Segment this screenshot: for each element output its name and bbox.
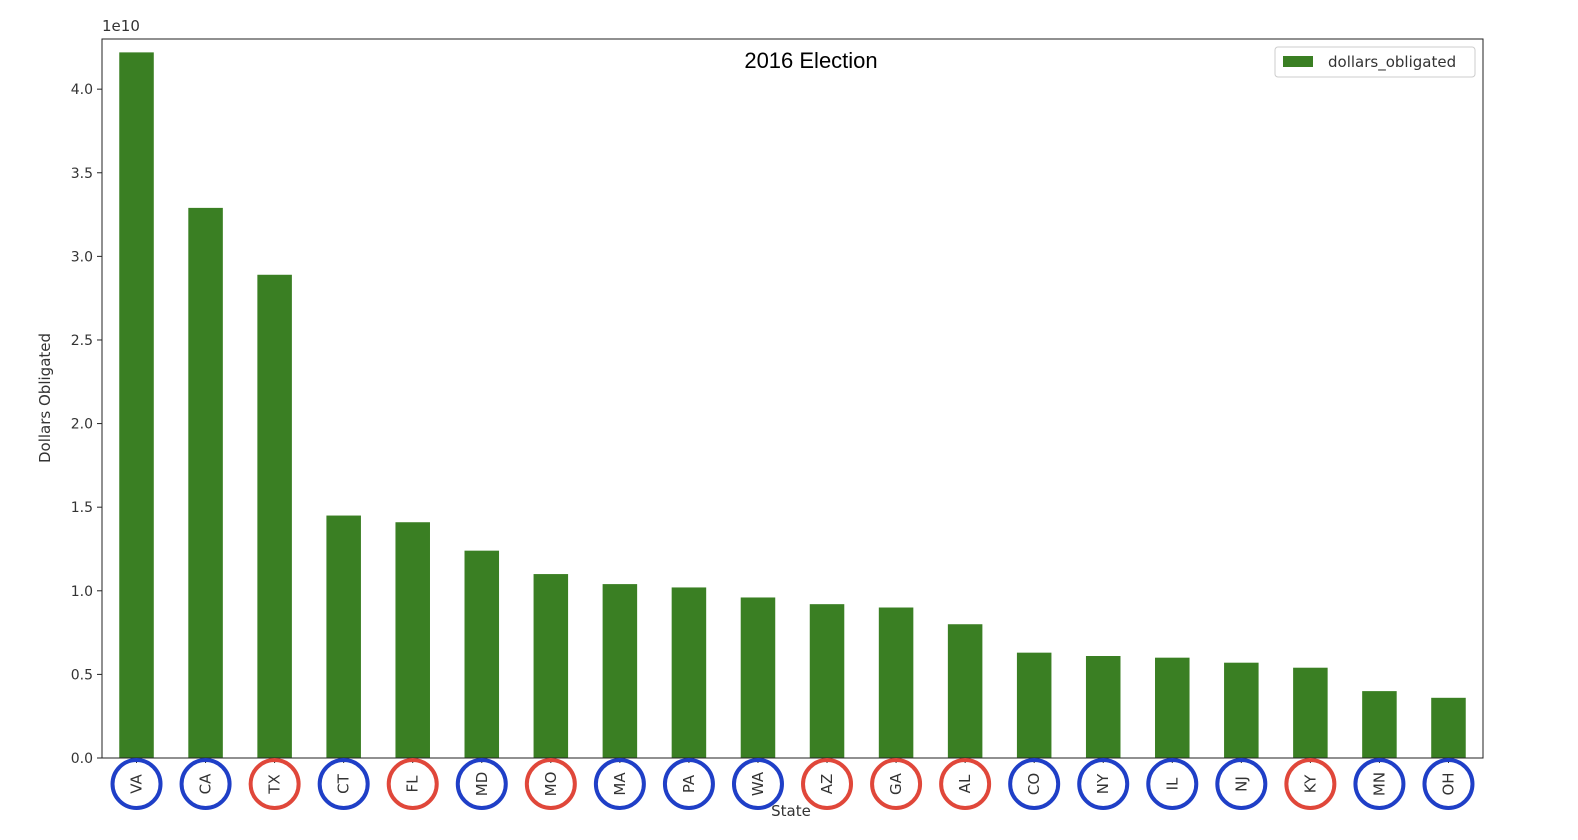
state-circle-ga [870, 758, 923, 810]
bar-fl [395, 522, 430, 758]
state-circle-fl [386, 758, 439, 810]
state-circle-al [939, 758, 992, 810]
x-tick-label-oh: OH [1439, 772, 1457, 795]
legend: dollars_obligated [1274, 46, 1476, 78]
x-tick-label-ma: MA [611, 772, 629, 796]
x-tick-label-co: CO [1025, 773, 1043, 795]
bar-ga [878, 607, 914, 758]
state-circle-ma [593, 758, 646, 810]
x-tick-label-md: MD [473, 772, 491, 797]
x-tick-label-nj: NJ [1232, 776, 1250, 792]
y-tick-label: 4.0 [71, 82, 93, 98]
x-tick-label-ct: CT [335, 773, 353, 793]
x-tick-label-al: AL [956, 774, 974, 793]
x-axis: VA CA TX CT FL MD MO MA PA WA AZ GA AL CO NY IL NJ KY MN OH [110, 758, 1475, 810]
state-circle-ny [1077, 758, 1130, 810]
plot-area-frame [101, 38, 1484, 759]
bar-mn [1362, 691, 1397, 758]
state-circle-ct [317, 758, 370, 810]
bar-mo [533, 574, 569, 758]
x-tick-label-ny: NY [1094, 773, 1112, 794]
y-tick-label: 0.0 [71, 751, 93, 767]
x-tick-label-fl: FL [404, 775, 422, 793]
y-tick-label: 3.0 [71, 249, 93, 265]
state-circle-az [801, 758, 854, 810]
bar-md [464, 550, 500, 758]
x-tick-label-ga: GA [887, 772, 905, 795]
y-tick-label: 2.5 [71, 333, 93, 349]
y-tick-label: 1.0 [71, 584, 93, 600]
state-circle-ky [1284, 758, 1337, 810]
state-circle-ca [179, 758, 232, 810]
bar-ky [1293, 667, 1328, 758]
x-axis-label: State [771, 802, 811, 820]
bar-ca [188, 207, 223, 758]
bar-wa [740, 597, 776, 758]
bar-ma [602, 584, 638, 758]
state-circle-il [1146, 758, 1199, 810]
state-circle-md [455, 758, 508, 810]
bar-il [1155, 657, 1190, 758]
x-tick-label-il: IL [1163, 777, 1181, 790]
state-circle-nj [1215, 758, 1268, 810]
legend-swatch [1283, 56, 1313, 67]
x-tick-label-ky: KY [1301, 774, 1319, 793]
x-tick-label-ca: CA [197, 773, 215, 794]
bar-co [1016, 652, 1052, 758]
bar-oh [1431, 697, 1466, 758]
x-tick-label-va: VA [128, 773, 146, 793]
state-circle-mn [1353, 758, 1406, 810]
state-circle-co [1008, 758, 1061, 810]
state-circle-pa [662, 758, 715, 810]
bar-az [809, 604, 845, 758]
bar-nj [1224, 662, 1259, 758]
y-tick-label: 2.0 [71, 417, 93, 433]
state-circle-oh [1422, 758, 1475, 810]
state-circle-mo [524, 758, 577, 810]
bar-pa [671, 587, 707, 758]
bars-layer [119, 52, 1466, 758]
bar-tx [257, 274, 292, 758]
x-tick-label-mn: MN [1370, 772, 1388, 796]
y-tick-label: 0.5 [71, 667, 93, 683]
x-tick-label-mo: MO [542, 772, 560, 797]
bar-ct [326, 515, 361, 758]
bar-al [947, 624, 983, 758]
bar-ny [1085, 656, 1121, 758]
y-tick-label: 3.5 [71, 166, 93, 182]
legend-box [1274, 46, 1476, 78]
y-tick-label: 1.5 [71, 500, 93, 516]
x-tick-label-pa: PA [680, 774, 698, 793]
state-circle-wa [731, 758, 784, 810]
legend-label: dollars_obligated [1328, 53, 1456, 72]
y-axis-label: Dollars Obligated [36, 333, 54, 463]
state-circle-va [110, 758, 163, 810]
y-axis: 0.0 0.5 1.0 1.5 2.0 2.5 3.0 3.5 4.0 [71, 82, 102, 767]
y-axis-exponent: 1e10 [102, 17, 140, 35]
x-tick-label-wa: WA [749, 771, 767, 796]
x-tick-label-tx: TX [266, 774, 284, 794]
chart-title: 2016 Election [744, 48, 877, 73]
state-circle-tx [248, 758, 301, 810]
x-tick-label-az: AZ [818, 774, 836, 795]
bar-va [119, 52, 154, 758]
